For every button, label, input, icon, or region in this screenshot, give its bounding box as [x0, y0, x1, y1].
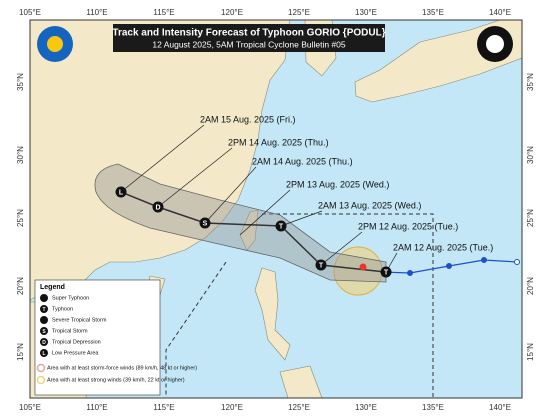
track-point [199, 217, 211, 229]
legend-symbol [40, 294, 48, 302]
legend-title: Legend [40, 284, 65, 291]
forecast-label: 2AM 14 Aug. 2025 (Thu.) [252, 156, 353, 166]
track-symbol: T [319, 262, 324, 269]
lat-label-left: 35°N [16, 73, 25, 91]
track-point [115, 186, 127, 198]
lat-label-left: 15°N [16, 343, 25, 361]
track-symbol: L [119, 189, 124, 196]
taiwan [239, 209, 259, 251]
lon-label-bottom: 105°E [19, 403, 41, 412]
lat-label-right: 15°N [526, 343, 535, 361]
legend-symbol-letter: L [42, 351, 45, 357]
legend-symbol [40, 327, 48, 335]
legend-symbol [40, 305, 48, 313]
lon-label-bottom: 120°E [221, 403, 243, 412]
track-point [380, 266, 392, 278]
leader-line [280, 210, 323, 227]
past-point [514, 259, 520, 265]
lat-label-right: 20°N [526, 277, 535, 295]
track-symbol: S [203, 220, 208, 227]
track-symbol: T [279, 223, 284, 230]
legend-area-symbol [36, 363, 46, 373]
map-border [29, 19, 523, 399]
lon-label-top: 140°E [489, 8, 511, 17]
lon-label-top: 130°E [355, 8, 377, 17]
leader-line [239, 189, 291, 236]
leader-line [120, 124, 205, 193]
par-line [165, 261, 227, 398]
lon-label-top: 135°E [422, 8, 444, 17]
legend-symbol-letter: S [42, 329, 46, 335]
forecast-label: 2AM 12 Aug. 2025 (Tue.) [393, 242, 493, 252]
legend-item: Tropical Storm [52, 328, 88, 334]
legend-symbol [40, 316, 48, 324]
leader-line [204, 166, 257, 224]
legend-symbol [40, 338, 48, 346]
past-point [407, 270, 413, 276]
forecast-track [120, 191, 387, 273]
legend-area: Area with at least strong winds (39 km/h… [47, 377, 185, 383]
lat-label-left: 30°N [16, 146, 25, 164]
forecast-label: 2PM 13 Aug. 2025 (Wed.) [286, 179, 389, 189]
legend-item: Tropical Depression [52, 339, 101, 345]
lat-label-right: 25°N [526, 209, 535, 227]
par-line [262, 213, 434, 398]
forecast-cone [94, 163, 387, 283]
title-box [113, 24, 385, 52]
track-symbol: D [155, 204, 160, 211]
lon-label-top: 120°E [221, 8, 243, 17]
legend-item: Super Typhoon [52, 295, 89, 301]
legend-box [34, 279, 161, 396]
legend-symbol-letter: T [42, 307, 45, 313]
lat-label-right: 30°N [526, 146, 535, 164]
past-point [446, 263, 452, 269]
logo-left-sun [47, 36, 63, 52]
lon-label-top: 105°E [19, 8, 41, 17]
lat-label-left: 20°N [16, 277, 25, 295]
past-point [481, 257, 487, 263]
leader-line [157, 147, 233, 208]
forecast-label: 2AM 15 Aug. 2025 (Fri.) [200, 114, 296, 124]
forecast-label: 2PM 14 Aug. 2025 (Thu.) [228, 137, 329, 147]
legend-symbol [40, 349, 48, 357]
lon-label-bottom: 110°E [86, 403, 107, 412]
leader-line [320, 231, 363, 266]
lon-label-bottom: 130°E [355, 403, 377, 412]
track-symbol: T [384, 269, 389, 276]
lon-label-bottom: 115°E [153, 403, 174, 412]
current-position [359, 263, 367, 271]
track-point [275, 220, 287, 232]
forecast-label: 2AM 13 Aug. 2025 (Wed.) [318, 200, 421, 210]
legend-item: Severe Tropical Storm [52, 317, 107, 323]
logo-right-center [486, 35, 504, 53]
lon-label-bottom: 135°E [422, 403, 444, 412]
legend-item: Typhoon [52, 306, 73, 312]
subtitle: 12 August 2025, 5AM Tropical Cyclone Bul… [152, 39, 346, 49]
track-point [152, 201, 164, 213]
track-point [315, 259, 327, 271]
lon-label-top: 125°E [288, 8, 310, 17]
lon-label-top: 110°E [86, 8, 107, 17]
lon-label-top: 115°E [153, 8, 174, 17]
legend-area-symbol [36, 375, 46, 385]
legend-area: Area with at least storm-force winds (89… [47, 365, 197, 371]
lon-label-bottom: 140°E [489, 403, 511, 412]
legend-item: Low Pressure Area [52, 350, 99, 356]
lon-label-bottom: 125°E [288, 403, 310, 412]
lat-label-left: 25°N [16, 209, 25, 227]
lat-label-right: 35°N [526, 73, 535, 91]
legend-symbol-letter: D [42, 340, 46, 346]
par-boundary [165, 213, 434, 398]
luzon [254, 267, 291, 361]
forecast-label: 2PM 12 Aug. 2025 (Tue.) [358, 221, 458, 231]
title: Track and Intensity Forecast of Typhoon … [112, 28, 385, 39]
